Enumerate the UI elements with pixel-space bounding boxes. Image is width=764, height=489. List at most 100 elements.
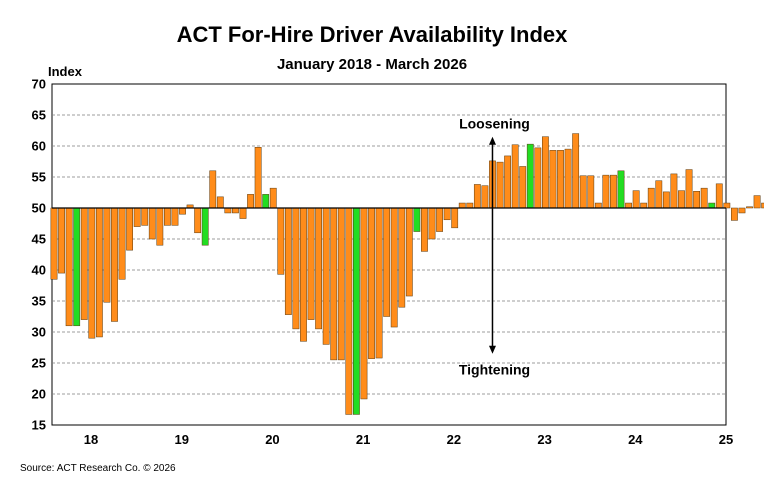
monthly-bar bbox=[481, 185, 489, 209]
monthly-bar bbox=[383, 207, 391, 317]
y-tick-label: 65 bbox=[32, 108, 46, 123]
monthly-bar bbox=[368, 207, 375, 359]
monthly-bar bbox=[103, 207, 111, 303]
monthly-bar bbox=[360, 207, 368, 400]
monthly-bar bbox=[277, 207, 285, 275]
monthly-bar bbox=[572, 133, 580, 209]
x-tick-label: 23 bbox=[537, 432, 551, 447]
monthly-bar bbox=[179, 207, 186, 215]
direction-arrow bbox=[488, 136, 496, 354]
y-tick-label: 60 bbox=[32, 139, 46, 154]
monthly-bar bbox=[662, 191, 670, 209]
monthly-bar bbox=[655, 180, 663, 209]
quarterly-bar bbox=[526, 143, 534, 209]
y-tick-label: 15 bbox=[32, 418, 46, 433]
monthly-bar bbox=[141, 207, 149, 226]
monthly-bar bbox=[216, 196, 224, 209]
monthly-bar bbox=[519, 166, 527, 209]
monthly-bar bbox=[625, 202, 632, 209]
monthly-bar bbox=[564, 148, 572, 209]
quarterly-bar bbox=[708, 202, 716, 209]
monthly-bar bbox=[284, 207, 292, 315]
source-note: Source: ACT Research Co. © 2026 bbox=[20, 463, 176, 474]
monthly-bar bbox=[269, 187, 277, 209]
monthly-bar bbox=[715, 183, 723, 209]
monthly-bar bbox=[473, 184, 481, 209]
monthly-bar bbox=[436, 207, 443, 232]
chart-subtitle: January 2018 - March 2026 bbox=[277, 56, 467, 73]
quarterly-bar bbox=[73, 207, 81, 327]
monthly-bar bbox=[224, 207, 232, 214]
x-tick-label: 20 bbox=[265, 432, 279, 447]
monthly-bar bbox=[232, 207, 239, 214]
y-tick-label: 55 bbox=[32, 170, 46, 185]
monthly-bar bbox=[602, 174, 610, 209]
monthly-bar bbox=[428, 207, 436, 240]
x-tick-label: 24 bbox=[628, 432, 643, 447]
x-tick-label: 22 bbox=[447, 432, 461, 447]
monthly-bar bbox=[405, 207, 413, 297]
monthly-bar bbox=[322, 207, 330, 345]
monthly-bar bbox=[345, 207, 353, 415]
y-axis-label: Index bbox=[48, 64, 83, 79]
y-tick-label: 70 bbox=[32, 77, 46, 92]
y-tick-label: 40 bbox=[32, 263, 46, 278]
monthly-bar bbox=[557, 150, 564, 209]
chart-title: ACT For-Hire Driver Availability Index bbox=[177, 22, 569, 47]
monthly-bar bbox=[315, 207, 323, 330]
monthly-bar bbox=[88, 207, 96, 339]
monthly-bar bbox=[670, 173, 678, 209]
loosening-label: Loosening bbox=[459, 116, 530, 132]
bars bbox=[50, 133, 764, 415]
monthly-bar bbox=[194, 207, 202, 234]
monthly-bar bbox=[239, 207, 247, 219]
monthly-bar bbox=[80, 207, 88, 320]
monthly-bar bbox=[738, 207, 746, 214]
x-tick-label: 25 bbox=[719, 432, 733, 447]
monthly-bar bbox=[421, 207, 428, 252]
y-tick-label: 35 bbox=[32, 294, 46, 309]
y-tick-label: 50 bbox=[32, 201, 46, 216]
quarterly-bar bbox=[353, 207, 360, 415]
monthly-bar bbox=[375, 207, 383, 359]
monthly-bar bbox=[579, 175, 587, 209]
monthly-bar bbox=[398, 207, 406, 308]
monthly-bar bbox=[504, 155, 512, 209]
monthly-bar bbox=[496, 161, 504, 209]
monthly-bar bbox=[761, 202, 764, 209]
y-tick-label: 30 bbox=[32, 325, 46, 340]
monthly-bar bbox=[307, 207, 315, 320]
monthly-bar bbox=[746, 206, 753, 209]
monthly-bar bbox=[542, 136, 549, 209]
monthly-bar bbox=[330, 207, 338, 361]
y-tick-label: 20 bbox=[32, 387, 46, 402]
monthly-bar bbox=[50, 207, 58, 280]
monthly-bar bbox=[300, 207, 307, 342]
x-tick-label: 18 bbox=[84, 432, 98, 447]
x-tick-labels: 181920212223242526 bbox=[84, 432, 734, 447]
monthly-bar bbox=[549, 150, 557, 209]
monthly-bar bbox=[753, 195, 761, 209]
tightening-label: Tightening bbox=[459, 362, 530, 378]
monthly-bar bbox=[723, 202, 731, 209]
monthly-bar bbox=[156, 207, 164, 246]
x-tick-label: 21 bbox=[356, 432, 370, 447]
monthly-bar bbox=[587, 175, 595, 209]
monthly-bar bbox=[678, 190, 685, 209]
monthly-bar bbox=[451, 207, 459, 229]
quarterly-bar bbox=[617, 170, 625, 209]
monthly-bar bbox=[292, 207, 300, 330]
monthly-bar bbox=[126, 207, 133, 251]
quarterly-bar bbox=[262, 194, 270, 209]
monthly-bar bbox=[610, 174, 617, 209]
monthly-bar bbox=[534, 147, 542, 209]
arrow-head-up bbox=[488, 136, 496, 145]
monthly-bar bbox=[647, 187, 655, 209]
quarterly-bar bbox=[201, 207, 209, 246]
monthly-bar bbox=[731, 207, 738, 221]
monthly-bar bbox=[65, 207, 73, 327]
monthly-bar bbox=[640, 202, 648, 209]
monthly-bar bbox=[58, 207, 65, 274]
monthly-bar bbox=[164, 207, 171, 226]
monthly-bar bbox=[254, 146, 262, 209]
